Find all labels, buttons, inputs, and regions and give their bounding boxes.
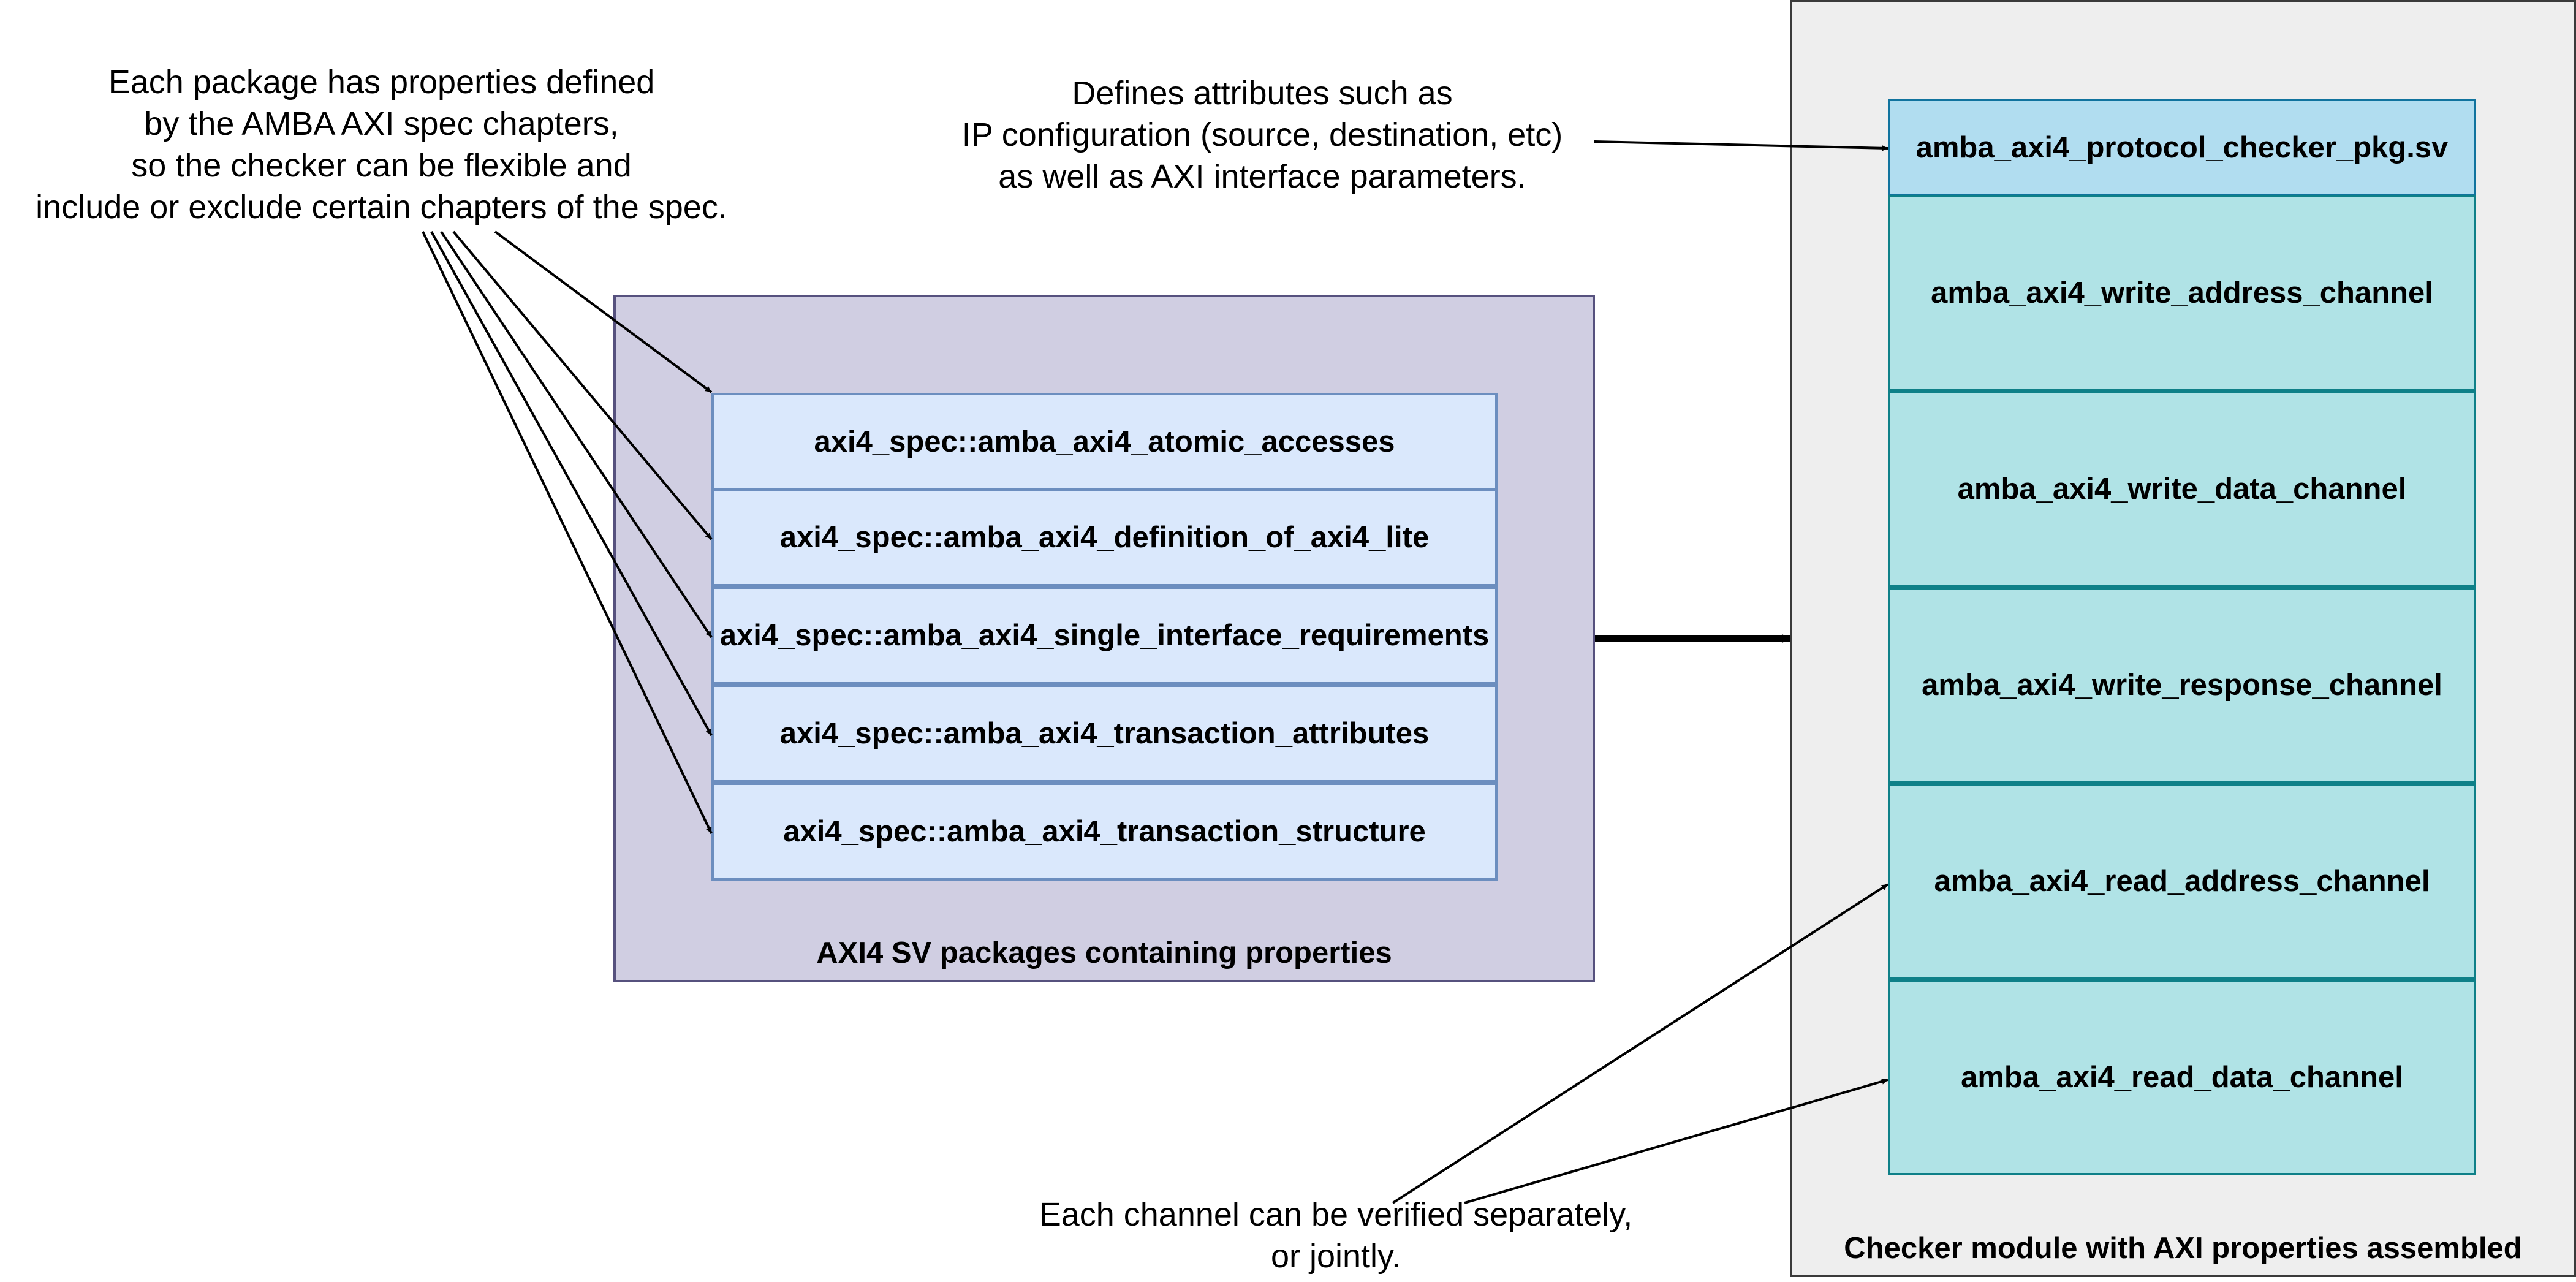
packages-annotation: Each package has properties defined by t… (36, 64, 727, 226)
read-data-channel-label: amba_axi4_read_data_channel (1961, 1061, 2403, 1094)
axi4-packages-title: AXI4 SV packages containing properties (816, 936, 1392, 969)
package-atomic-accesses-label: axi4_spec::amba_axi4_atomic_accesses (814, 425, 1395, 458)
read-data-channel-block: amba_axi4_read_data_channel (1888, 979, 2476, 1175)
channels-annotation: Each channel can be verified separately,… (1039, 1196, 1633, 1275)
protocol-checker-pkg-label: amba_axi4_protocol_checker_pkg.sv (1915, 131, 2449, 164)
attributes-annotation: Defines attributes such as IP configurat… (961, 75, 1563, 195)
package-axi4-lite-label: axi4_spec::amba_axi4_definition_of_axi4_… (779, 521, 1430, 554)
arrow-to-read-data-channel (1464, 1078, 1888, 1204)
write-data-channel-label: amba_axi4_write_data_channel (1957, 472, 2407, 506)
arrow-to-transaction-structure (422, 231, 713, 834)
checker-module-title: Checker module with AXI properties assem… (1844, 1232, 2522, 1265)
write-data-channel-block: amba_axi4_write_data_channel (1888, 391, 2476, 587)
read-address-channel-block: amba_axi4_read_address_channel (1888, 783, 2476, 979)
package-row: axi4_spec::amba_axi4_definition_of_axi4_… (711, 488, 1498, 586)
package-transaction-attributes-label: axi4_spec::amba_axi4_transaction_attribu… (779, 717, 1430, 750)
package-row: axi4_spec::amba_axi4_transaction_attribu… (711, 685, 1498, 783)
write-address-channel-label: amba_axi4_write_address_channel (1931, 276, 2433, 309)
write-response-channel-block: amba_axi4_write_response_channel (1888, 587, 2476, 783)
package-transaction-structure-label: axi4_spec::amba_axi4_transaction_structu… (783, 815, 1426, 848)
arrow-to-atomic-accesses (494, 230, 713, 393)
arrow-to-transaction-attributes (430, 231, 713, 736)
package-row: axi4_spec::amba_axi4_single_interface_re… (711, 586, 1498, 685)
write-response-channel-label: amba_axi4_write_response_channel (1922, 669, 2442, 702)
arrow-to-protocol-checker-pkg (1594, 140, 1888, 151)
arrow-to-read-address-channel (1392, 883, 1889, 1204)
read-address-channel-label: amba_axi4_read_address_channel (1934, 865, 2430, 898)
package-single-interface-label: axi4_spec::amba_axi4_single_interface_re… (719, 619, 1490, 652)
arrow-to-axi4-lite (452, 230, 713, 540)
arrow-to-single-interface (440, 230, 713, 639)
write-address-channel-block: amba_axi4_write_address_channel (1888, 195, 2476, 391)
package-row: axi4_spec::amba_axi4_transaction_structu… (711, 783, 1498, 881)
package-row: axi4_spec::amba_axi4_atomic_accesses (711, 393, 1498, 491)
